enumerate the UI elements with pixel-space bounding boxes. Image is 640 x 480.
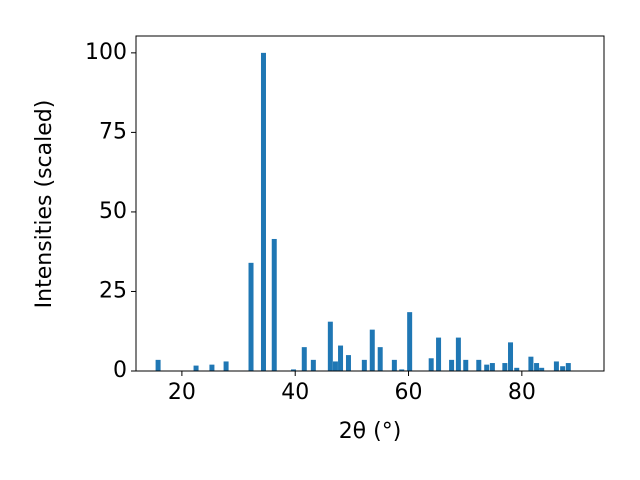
bar xyxy=(539,367,545,371)
bar xyxy=(271,238,277,371)
bar xyxy=(310,359,316,371)
bar xyxy=(476,359,482,371)
bar xyxy=(534,363,540,371)
bar xyxy=(248,262,254,371)
bar xyxy=(449,359,455,371)
bar xyxy=(428,358,434,371)
bar xyxy=(193,365,199,371)
bar xyxy=(223,361,229,371)
bar xyxy=(391,359,397,371)
x-tick-label: 60 xyxy=(395,380,423,405)
bar xyxy=(369,329,375,371)
bar xyxy=(565,363,571,371)
bar xyxy=(514,367,520,371)
x-tick-label: 20 xyxy=(168,380,196,405)
x-tick-label: 40 xyxy=(281,380,309,405)
bar xyxy=(361,359,367,371)
bar xyxy=(209,364,215,371)
bar xyxy=(553,361,559,371)
bar xyxy=(489,363,495,371)
bar xyxy=(463,359,469,371)
y-axis-label: Intensities (scaled) xyxy=(32,100,57,309)
y-tick-label: 100 xyxy=(85,40,127,65)
bar xyxy=(155,359,161,371)
y-tick-label: 75 xyxy=(99,119,127,144)
bar xyxy=(407,312,413,371)
bar xyxy=(301,347,307,371)
bar xyxy=(260,52,266,371)
bar xyxy=(455,337,461,371)
bar xyxy=(327,321,333,371)
bar xyxy=(484,364,490,371)
plot-frame xyxy=(135,35,605,372)
bar xyxy=(560,366,566,371)
bar xyxy=(345,355,351,371)
bar xyxy=(508,342,514,371)
bar xyxy=(377,347,383,371)
bar xyxy=(502,363,508,371)
bar xyxy=(436,337,442,371)
bar xyxy=(338,345,344,371)
x-axis-label: 2θ (°) xyxy=(339,419,402,444)
y-tick-label: 25 xyxy=(99,278,127,303)
y-tick-label: 0 xyxy=(113,358,127,383)
bar xyxy=(399,369,405,371)
bar xyxy=(291,369,297,371)
y-tick-label: 50 xyxy=(99,199,127,224)
x-tick-label: 80 xyxy=(508,380,536,405)
bar xyxy=(528,356,534,371)
bar xyxy=(332,361,338,371)
